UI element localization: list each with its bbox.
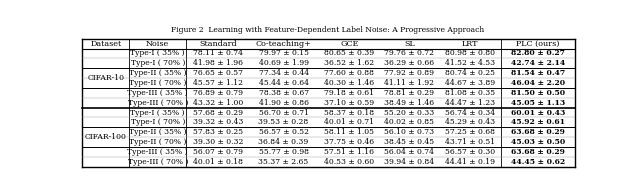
- Text: 80.98 ± 0.80: 80.98 ± 0.80: [445, 50, 495, 57]
- Text: Co-teaching+: Co-teaching+: [256, 40, 312, 48]
- Text: 45.57 ± 1.12: 45.57 ± 1.12: [193, 79, 243, 87]
- Text: 80.65 ± 0.39: 80.65 ± 0.39: [324, 50, 374, 57]
- Text: 36.84 ± 0.39: 36.84 ± 0.39: [259, 138, 308, 146]
- Text: 45.03 ± 0.50: 45.03 ± 0.50: [511, 138, 565, 146]
- Text: 45.29 ± 0.43: 45.29 ± 0.43: [445, 119, 495, 126]
- Text: 57.83 ± 0.25: 57.83 ± 0.25: [193, 128, 243, 136]
- Text: 56.07 ± 0.79: 56.07 ± 0.79: [193, 148, 243, 156]
- Text: 57.25 ± 0.68: 57.25 ± 0.68: [445, 128, 495, 136]
- Text: 39.94 ± 0.84: 39.94 ± 0.84: [385, 158, 435, 166]
- Text: 81.50 ± 0.50: 81.50 ± 0.50: [511, 89, 565, 97]
- Text: 79.18 ± 0.61: 79.18 ± 0.61: [324, 89, 374, 97]
- Text: 56.57 ± 0.52: 56.57 ± 0.52: [259, 128, 308, 136]
- Text: 76.89 ± 0.79: 76.89 ± 0.79: [193, 89, 243, 97]
- Text: 56.57 ± 0.30: 56.57 ± 0.30: [445, 148, 495, 156]
- Text: 80.74 ± 0.25: 80.74 ± 0.25: [445, 69, 495, 77]
- Text: Type-III ( 70% ): Type-III ( 70% ): [127, 158, 188, 166]
- Text: 44.47 ± 1.23: 44.47 ± 1.23: [445, 99, 495, 107]
- Text: 56.74 ± 0.34: 56.74 ± 0.34: [445, 108, 495, 117]
- Text: 40.02 ± 0.85: 40.02 ± 0.85: [385, 119, 435, 126]
- Text: 77.92 ± 0.89: 77.92 ± 0.89: [385, 69, 435, 77]
- Text: Type-III ( 35% ): Type-III ( 35% ): [127, 89, 188, 97]
- Text: Type-I ( 35% ): Type-I ( 35% ): [131, 50, 185, 57]
- Text: 81.08 ± 0.35: 81.08 ± 0.35: [445, 89, 495, 97]
- Text: PLC (ours): PLC (ours): [516, 40, 560, 48]
- Text: 63.68 ± 0.29: 63.68 ± 0.29: [511, 128, 565, 136]
- Text: 57.68 ± 0.29: 57.68 ± 0.29: [193, 108, 243, 117]
- Text: Type-II ( 35% ): Type-II ( 35% ): [129, 69, 186, 77]
- Text: 36.52 ± 1.62: 36.52 ± 1.62: [324, 59, 374, 67]
- Text: 58.37 ± 0.18: 58.37 ± 0.18: [324, 108, 374, 117]
- Text: 77.34 ± 0.44: 77.34 ± 0.44: [259, 69, 308, 77]
- Text: CIFAR-10: CIFAR-10: [87, 74, 124, 82]
- Text: Type-III ( 35% ): Type-III ( 35% ): [127, 148, 188, 156]
- Text: 41.11 ± 1.92: 41.11 ± 1.92: [385, 79, 435, 87]
- Text: 42.74 ± 2.14: 42.74 ± 2.14: [511, 59, 565, 67]
- Text: 58.11 ± 1.05: 58.11 ± 1.05: [324, 128, 374, 136]
- Text: CIFAR-100: CIFAR-100: [85, 133, 127, 141]
- Text: 40.01 ± 0.18: 40.01 ± 0.18: [193, 158, 243, 166]
- Text: 38.45 ± 0.45: 38.45 ± 0.45: [385, 138, 435, 146]
- Text: Figure 2  Learning with Feature-Dependent Label Noise: A Progressive Approach: Figure 2 Learning with Feature-Dependent…: [172, 26, 484, 34]
- Text: 44.41 ± 0.19: 44.41 ± 0.19: [445, 158, 495, 166]
- Text: 41.52 ± 4.53: 41.52 ± 4.53: [445, 59, 495, 67]
- Text: Type-I ( 70% ): Type-I ( 70% ): [131, 59, 185, 67]
- Text: 57.51 ± 1.16: 57.51 ± 1.16: [324, 148, 374, 156]
- Text: 39.53 ± 0.28: 39.53 ± 0.28: [259, 119, 308, 126]
- Text: 43.32 ± 1.00: 43.32 ± 1.00: [193, 99, 243, 107]
- Text: 56.04 ± 0.74: 56.04 ± 0.74: [385, 148, 435, 156]
- Text: 79.76 ± 0.72: 79.76 ± 0.72: [385, 50, 435, 57]
- Text: 37.10 ± 0.59: 37.10 ± 0.59: [324, 99, 374, 107]
- Text: Type-I ( 35% ): Type-I ( 35% ): [131, 108, 185, 117]
- Text: 45.44 ± 0.64: 45.44 ± 0.64: [259, 79, 308, 87]
- Text: Noise: Noise: [146, 40, 170, 48]
- Text: 40.01 ± 0.71: 40.01 ± 0.71: [324, 119, 374, 126]
- Text: 56.10 ± 0.73: 56.10 ± 0.73: [385, 128, 435, 136]
- Text: 46.04 ± 2.20: 46.04 ± 2.20: [511, 79, 565, 87]
- Text: 39.32 ± 0.43: 39.32 ± 0.43: [193, 119, 243, 126]
- Text: 40.53 ± 0.60: 40.53 ± 0.60: [324, 158, 374, 166]
- Text: 40.30 ± 1.46: 40.30 ± 1.46: [324, 79, 374, 87]
- Text: 38.49 ± 1.46: 38.49 ± 1.46: [385, 99, 435, 107]
- Text: 45.92 ± 0.61: 45.92 ± 0.61: [511, 119, 565, 126]
- Text: 78.81 ± 0.29: 78.81 ± 0.29: [385, 89, 435, 97]
- Text: Type-II ( 70% ): Type-II ( 70% ): [129, 138, 186, 146]
- Text: 39.30 ± 0.32: 39.30 ± 0.32: [193, 138, 243, 146]
- Text: 63.68 ± 0.29: 63.68 ± 0.29: [511, 148, 565, 156]
- Text: LRT: LRT: [461, 40, 478, 48]
- Text: 76.65 ± 0.57: 76.65 ± 0.57: [193, 69, 243, 77]
- Text: 60.01 ± 0.43: 60.01 ± 0.43: [511, 108, 565, 117]
- Text: 82.80 ± 0.27: 82.80 ± 0.27: [511, 50, 565, 57]
- Text: 78.11 ± 0.74: 78.11 ± 0.74: [193, 50, 243, 57]
- Text: 79.97 ± 0.15: 79.97 ± 0.15: [259, 50, 308, 57]
- Text: Type-III ( 70% ): Type-III ( 70% ): [127, 99, 188, 107]
- Text: 55.77 ± 0.98: 55.77 ± 0.98: [259, 148, 308, 156]
- Text: 44.45 ± 0.62: 44.45 ± 0.62: [511, 158, 565, 166]
- Text: 40.69 ± 1.99: 40.69 ± 1.99: [259, 59, 308, 67]
- Text: 37.75 ± 0.46: 37.75 ± 0.46: [324, 138, 374, 146]
- Text: Type-II ( 35% ): Type-II ( 35% ): [129, 128, 186, 136]
- Text: 35.37 ± 2.65: 35.37 ± 2.65: [259, 158, 308, 166]
- Text: 36.29 ± 0.66: 36.29 ± 0.66: [385, 59, 435, 67]
- Text: SL: SL: [404, 40, 415, 48]
- Text: Type-I ( 70% ): Type-I ( 70% ): [131, 119, 185, 126]
- Text: 81.54 ± 0.47: 81.54 ± 0.47: [511, 69, 565, 77]
- Text: 56.70 ± 0.71: 56.70 ± 0.71: [259, 108, 308, 117]
- Text: GCE: GCE: [340, 40, 358, 48]
- Text: Type-II ( 70% ): Type-II ( 70% ): [129, 79, 186, 87]
- Text: Dataset: Dataset: [90, 40, 122, 48]
- Text: 41.90 ± 0.86: 41.90 ± 0.86: [259, 99, 308, 107]
- Text: 44.67 ± 3.89: 44.67 ± 3.89: [445, 79, 495, 87]
- Text: 77.60 ± 0.88: 77.60 ± 0.88: [324, 69, 374, 77]
- Text: 43.71 ± 0.51: 43.71 ± 0.51: [445, 138, 495, 146]
- Text: Standard: Standard: [199, 40, 237, 48]
- Text: 41.98 ± 1.96: 41.98 ± 1.96: [193, 59, 243, 67]
- Text: 78.38 ± 0.67: 78.38 ± 0.67: [259, 89, 308, 97]
- Text: 55.20 ± 0.33: 55.20 ± 0.33: [385, 108, 435, 117]
- Text: 45.05 ± 1.13: 45.05 ± 1.13: [511, 99, 565, 107]
